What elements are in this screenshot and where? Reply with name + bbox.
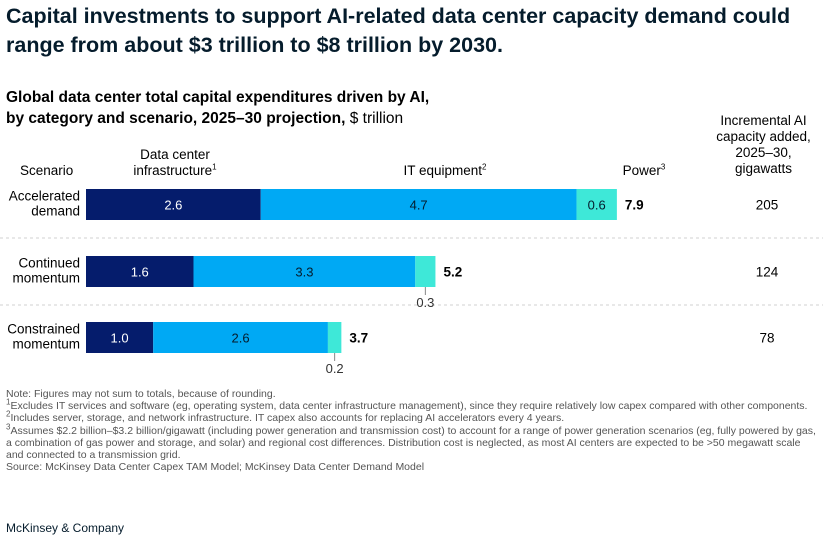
- value-label-power: 0.6: [588, 198, 606, 213]
- category-label: Continued momentum: [12, 256, 80, 286]
- capacity-value: 78: [759, 331, 774, 346]
- bar-segment-infrastructure: [86, 322, 154, 353]
- footnote-3: 3Assumes $2.2 billion–$3.2 billion/gigaw…: [6, 422, 816, 462]
- value-label-it-equipment: 3.3: [295, 265, 313, 280]
- source-note: Source: McKinsey Data Center Capex TAM M…: [6, 461, 425, 474]
- bar-segment-it-equipment: [153, 322, 328, 353]
- note-general: Note: Figures may not sum to totals, bec…: [6, 388, 276, 400]
- capacity-value: 205: [756, 198, 779, 213]
- bar-segment-infrastructure: [86, 189, 261, 220]
- value-label-power: 0.2: [326, 361, 344, 376]
- bar-segment-power: [576, 189, 617, 220]
- total-label: 5.2: [443, 265, 462, 280]
- value-label-it-equipment: 2.6: [232, 331, 250, 346]
- category-label: Accelerated demand: [9, 189, 80, 219]
- bar-segment-it-equipment: [260, 189, 577, 220]
- value-label-power: 0.3: [416, 295, 434, 310]
- header-it-equipment: IT equipment2: [403, 162, 487, 178]
- headline: Capital investments to support AI-relate…: [6, 4, 791, 57]
- capacity-value: 124: [756, 265, 779, 280]
- bar-segment-power: [415, 256, 436, 287]
- bar-segment-it-equipment: [193, 256, 416, 287]
- chart-subtitle: Global data center total capital expendi…: [6, 87, 429, 129]
- brand-logo-text: McKinsey & Company: [6, 521, 125, 535]
- value-label-infrastructure: 1.6: [131, 265, 149, 280]
- stacked-bar-chart: Accelerated demand 2.6 4.7 0.6 7.9 205 Continue…: [0, 189, 823, 376]
- header-scenario: Scenario: [20, 163, 74, 178]
- header-capacity: Incremental AI capacity added, 2025–30, …: [716, 113, 811, 176]
- value-label-infrastructure: 1.0: [111, 331, 129, 346]
- subtitle-line-1: Global data center total capital expendi…: [6, 89, 430, 106]
- header-power: Power3: [622, 162, 666, 178]
- total-label: 3.7: [349, 331, 368, 346]
- header-infrastructure: Data center infrastructure1: [133, 147, 217, 178]
- footnote-2: 2Includes server, storage, and network i…: [6, 409, 565, 425]
- bar-segment-infrastructure: [86, 256, 194, 287]
- footnotes: Note: Figures may not sum to totals, bec…: [6, 388, 816, 473]
- total-label: 7.9: [625, 198, 644, 213]
- footnote-1: 1Excludes IT services and software (eg, …: [6, 397, 808, 413]
- value-label-infrastructure: 2.6: [164, 198, 182, 213]
- subtitle-line-2: by category and scenario, 2025–30 projec…: [6, 110, 404, 127]
- value-label-it-equipment: 4.7: [410, 198, 428, 213]
- bar-segment-power: [327, 322, 342, 353]
- category-label: Constrained momentum: [7, 322, 80, 352]
- subtitle-unit: $ trillion: [349, 110, 404, 127]
